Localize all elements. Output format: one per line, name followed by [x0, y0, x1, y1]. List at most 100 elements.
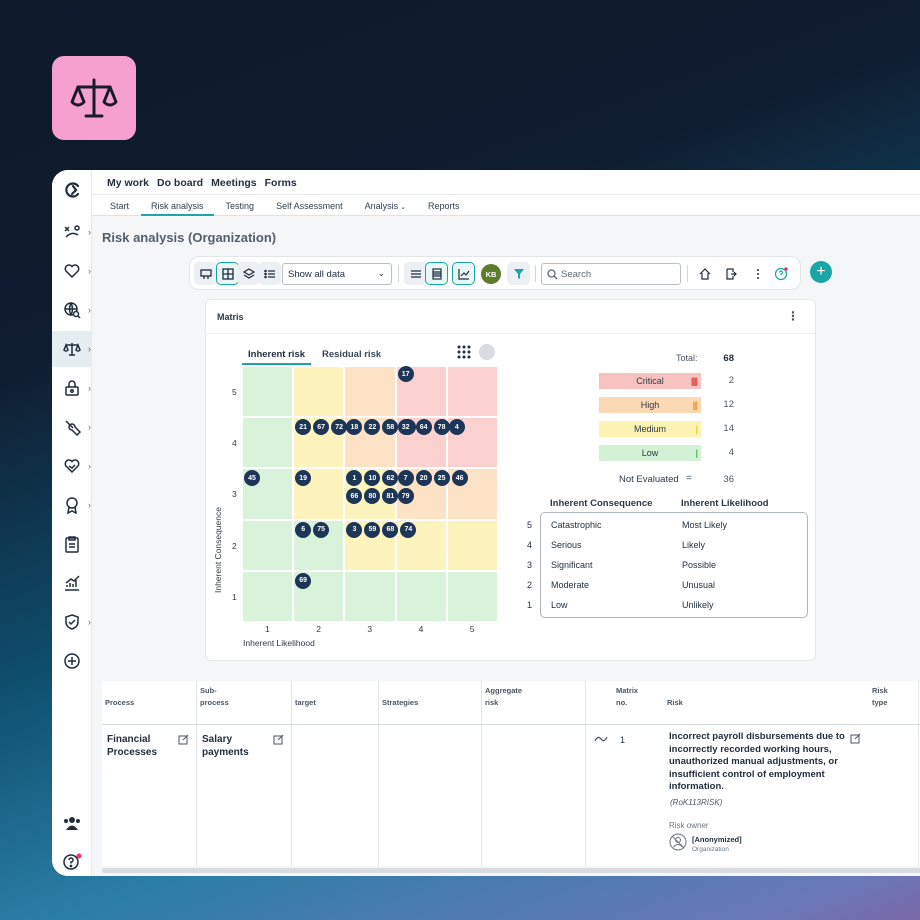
risk-marker[interactable]: 6	[295, 521, 312, 538]
clipboard-icon[interactable]	[52, 526, 92, 562]
chart-view-button[interactable]	[452, 262, 475, 285]
shield-check-icon[interactable]: ›	[52, 604, 92, 640]
globe-search-icon[interactable]: ›	[52, 292, 92, 328]
matrix-cell-2-1[interactable]	[242, 519, 294, 571]
add-module-icon[interactable]	[52, 643, 92, 679]
legend-high[interactable]: High |||	[599, 397, 701, 413]
risk-marker[interactable]: 80	[364, 488, 381, 505]
nav-meetings[interactable]: Meetings	[211, 177, 257, 189]
process-map-icon[interactable]: ›	[52, 214, 92, 250]
risk-marker[interactable]: 74	[400, 521, 417, 538]
risk-marker[interactable]: 72	[331, 419, 348, 436]
matrix-cell-1-3[interactable]	[344, 570, 396, 622]
more-options-icon[interactable]: ⋮	[787, 309, 799, 323]
matrix-cell-2-5[interactable]	[446, 519, 498, 571]
matrix-view-button[interactable]	[216, 262, 239, 285]
col-risk-type[interactable]: Risk type	[869, 681, 919, 724]
risk-description[interactable]: Incorrect payroll disbursements due to i…	[669, 731, 845, 792]
risk-marker[interactable]: 21	[295, 419, 312, 436]
risk-marker[interactable]: 32	[397, 419, 414, 436]
risk-marker[interactable]: 3	[346, 521, 363, 538]
risk-marker[interactable]: 46	[451, 470, 468, 487]
scales-nav-icon[interactable]: ›	[52, 331, 92, 367]
col-process[interactable]: Process	[102, 681, 197, 724]
matrix-cell-1-1[interactable]	[242, 570, 294, 622]
legend-medium[interactable]: Medium |	[599, 421, 701, 437]
risk-marker[interactable]: 75	[313, 521, 330, 538]
risk-marker[interactable]: 22	[364, 419, 381, 436]
chart-icon[interactable]	[52, 565, 92, 601]
data-filter-select[interactable]: Show all data ⌄	[282, 263, 392, 285]
col-target[interactable]: target	[292, 681, 379, 724]
col-matrix-no[interactable]: Matrix no.	[616, 686, 639, 707]
risk-marker[interactable]: 64	[415, 419, 432, 436]
heart-icon[interactable]: ›	[52, 253, 92, 289]
risk-marker[interactable]: 17	[397, 366, 414, 382]
matrix-cell-1-4[interactable]	[395, 570, 447, 622]
logo-icon[interactable]	[52, 172, 92, 208]
risk-marker[interactable]: 7	[397, 470, 414, 487]
risk-marker[interactable]: 81	[382, 488, 399, 505]
matrix-cell-1-5[interactable]	[446, 570, 498, 622]
tab-risk-analysis[interactable]: Risk analysis	[141, 195, 214, 216]
expanded-rows-button[interactable]	[425, 262, 448, 285]
award-icon[interactable]: ›	[52, 487, 92, 523]
risk-marker[interactable]: 79	[397, 488, 414, 505]
col-aggregate-risk[interactable]: Aggregate risk	[482, 681, 586, 724]
risk-marker[interactable]: 25	[433, 470, 450, 487]
risk-marker[interactable]: 69	[295, 572, 312, 589]
risk-marker[interactable]: 78	[433, 419, 450, 436]
risk-marker[interactable]: 62	[382, 470, 399, 487]
search-input[interactable]: Search	[541, 263, 681, 285]
risk-marker[interactable]: 45	[244, 470, 260, 487]
help-icon[interactable]	[52, 844, 92, 876]
col-subprocess[interactable]: Sub- process	[197, 681, 292, 724]
subprocess-value[interactable]: Salary payments	[202, 734, 249, 758]
owner-name[interactable]: [Anonymized]	[692, 835, 742, 844]
edit-icon[interactable]	[178, 734, 189, 745]
trend-icon[interactable]	[594, 735, 608, 744]
risk-marker[interactable]: 4	[448, 419, 465, 436]
matrix-cell-5-3[interactable]	[344, 366, 396, 418]
nav-my-work[interactable]: My work	[107, 177, 150, 189]
legend-critical[interactable]: Critical ||||	[599, 373, 701, 389]
risk-marker[interactable]: 10	[364, 470, 381, 487]
matrix-cell-5-1[interactable]	[242, 366, 294, 418]
risk-marker[interactable]: 59	[364, 521, 381, 538]
tab-testing[interactable]: Testing	[225, 200, 255, 211]
tab-start[interactable]: Start	[110, 200, 130, 211]
risk-marker[interactable]: 66	[346, 488, 363, 505]
edit-icon[interactable]	[273, 734, 284, 745]
avatar[interactable]: KB	[481, 264, 501, 284]
matrix-cell-3-1[interactable]	[242, 468, 294, 520]
risk-marker[interactable]: 68	[382, 521, 399, 538]
help-toolbar-icon[interactable]	[769, 262, 792, 285]
export-button[interactable]	[719, 262, 742, 285]
matrix-cell-5-2[interactable]	[293, 366, 345, 418]
col-risk[interactable]: Risk	[667, 698, 683, 707]
layers-button[interactable]	[237, 262, 260, 285]
view-pin-button[interactable]	[194, 262, 217, 285]
horizontal-scrollbar[interactable]	[102, 868, 920, 873]
process-value[interactable]: Financial Processes	[107, 734, 158, 758]
risk-marker[interactable]: 19	[295, 470, 312, 487]
col-strategies[interactable]: Strategies	[379, 681, 482, 724]
more-options-icon[interactable]	[746, 262, 769, 285]
lock-icon[interactable]: ›	[52, 370, 92, 406]
toggle-circle[interactable]	[479, 344, 495, 360]
risk-marker[interactable]: 58	[382, 419, 399, 436]
home-share-button[interactable]	[693, 262, 716, 285]
risk-marker[interactable]: 67	[313, 419, 330, 436]
grid-dots-icon[interactable]	[457, 345, 471, 359]
matrix-cell-5-5[interactable]	[446, 366, 498, 418]
users-icon[interactable]	[52, 805, 92, 841]
tab-analysis[interactable]: Analysis ⌄	[365, 195, 406, 216]
tab-residual-risk[interactable]: Residual risk	[322, 349, 382, 360]
nav-do-board[interactable]: Do board	[157, 177, 204, 189]
handshake-heart-icon[interactable]: ›	[52, 448, 92, 484]
compact-rows-button[interactable]	[404, 262, 427, 285]
edit-icon[interactable]	[850, 733, 861, 744]
filter-button[interactable]	[507, 262, 530, 285]
risk-marker[interactable]: 1	[346, 470, 363, 487]
tab-reports[interactable]: Reports	[427, 200, 460, 211]
